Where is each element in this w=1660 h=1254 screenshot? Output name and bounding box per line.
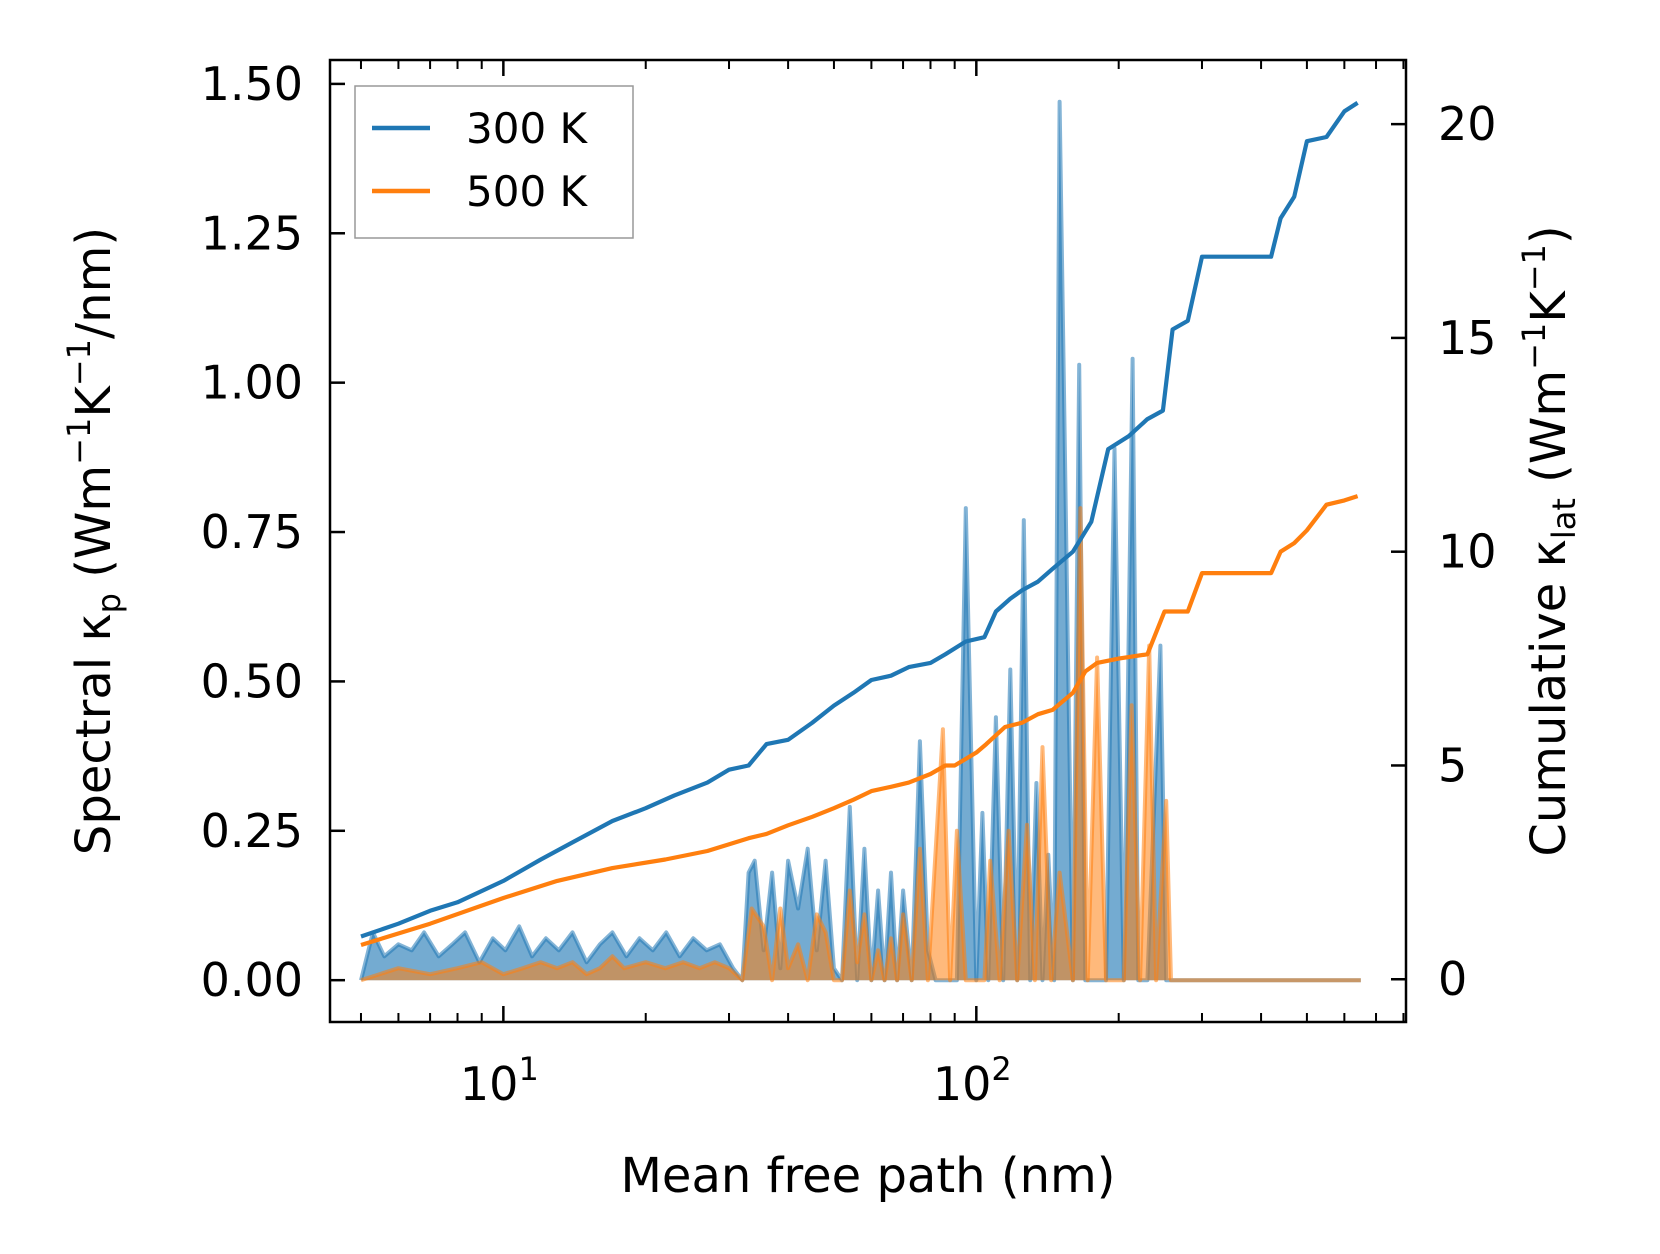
y-left-tick-label: 1.00 [201, 356, 303, 410]
y-left-tick-label: 0.75 [201, 505, 303, 559]
plot-area [359, 99, 1361, 983]
spectral-line-500k [360, 506, 1361, 983]
axes: 0.00 0.25 0.50 0.75 1.00 1.25 1.50 0 5 10 15 20 101 1… [60, 57, 1583, 1204]
y-left-tick-label: 1.50 [201, 57, 303, 111]
y-right-tick-label: 5 [1438, 738, 1467, 792]
y-right-tick-label: 20 [1438, 97, 1497, 151]
x-tick-label: 101 [460, 1050, 539, 1111]
y-left-tick-label: 1.25 [201, 206, 303, 260]
legend-label-300k: 300 K [466, 104, 589, 153]
cumulative-line-300k [360, 101, 1359, 939]
legend: 300 K 500 K [354, 85, 634, 239]
x-tick-label: 102 [933, 1050, 1012, 1111]
y-right-tick-label: 10 [1438, 525, 1497, 579]
axes-frame [328, 58, 1408, 1024]
cumulative-line-500k [360, 494, 1359, 948]
y-right-tick-label: 0 [1438, 952, 1467, 1006]
x-axis-title: Mean free path (nm) [621, 1148, 1116, 1204]
legend-label-500k: 500 K [466, 167, 589, 216]
legend-box [354, 85, 634, 239]
y-right-axis-title: Cumulative κlat (Wm−1K−1) [1515, 225, 1583, 856]
y-left-tick-label: 0.25 [201, 804, 303, 858]
y-left-axis-title: Spectral κp (Wm−1K−1/nm) [60, 227, 128, 855]
y-left-tick-label: 0.50 [201, 654, 303, 708]
y-right-tick-label: 15 [1438, 311, 1497, 365]
y-left-tick-label: 0.00 [201, 953, 303, 1007]
